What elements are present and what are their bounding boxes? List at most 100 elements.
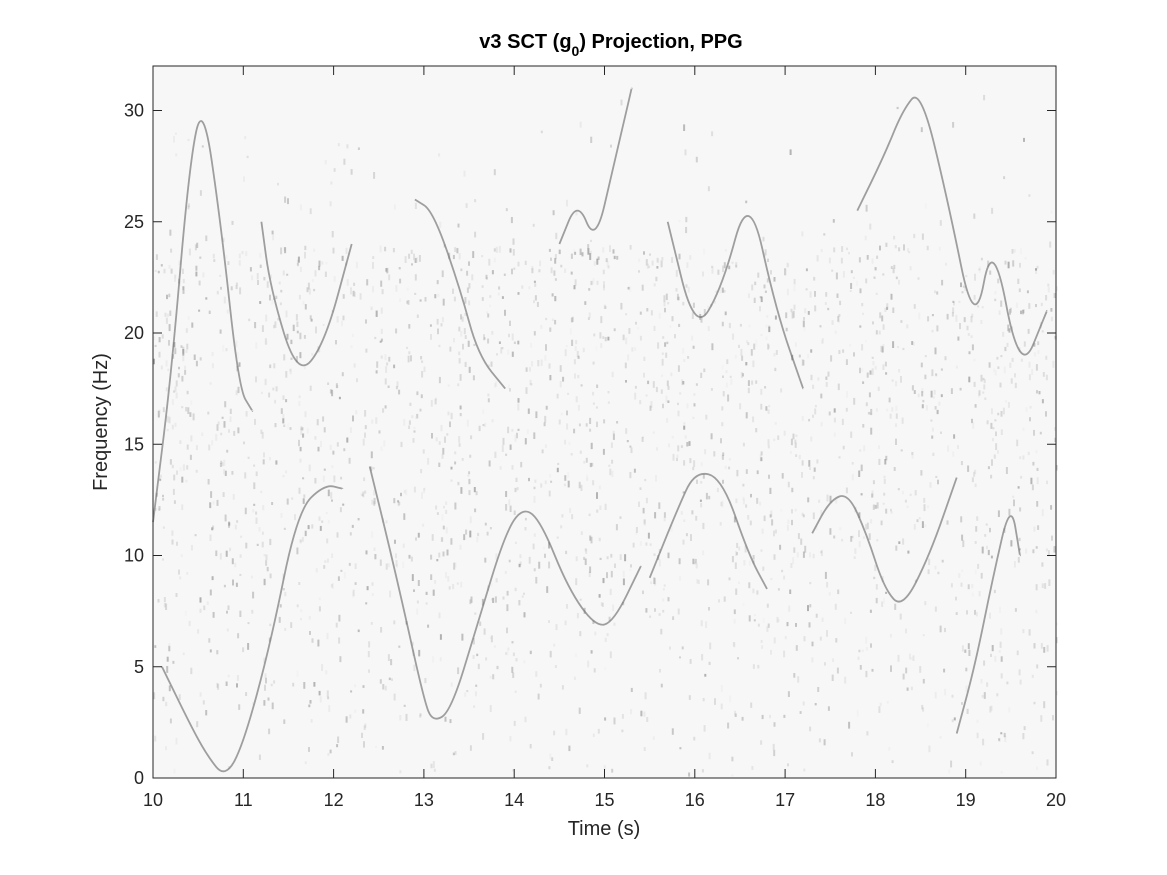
noise-speck	[807, 497, 810, 503]
noise-speck	[424, 297, 427, 302]
noise-speck	[350, 690, 353, 693]
ridge-line-6	[558, 87, 633, 245]
noise-speck	[662, 336, 665, 339]
noise-speck	[308, 704, 311, 708]
noise-speck	[1010, 378, 1013, 384]
noise-speck	[506, 650, 509, 656]
noise-speck	[1046, 759, 1049, 766]
noise-speck	[327, 382, 330, 385]
noise-speck	[958, 573, 961, 578]
noise-speck	[264, 338, 267, 345]
noise-speck	[423, 487, 426, 494]
noise-speck	[797, 676, 800, 683]
noise-speck	[707, 579, 710, 586]
noise-speck	[380, 280, 383, 287]
noise-speck	[163, 268, 166, 274]
noise-speck	[436, 559, 439, 562]
noise-speck	[994, 298, 997, 302]
noise-speck	[550, 257, 552, 261]
noise-speck	[425, 591, 428, 595]
noise-speck	[567, 472, 570, 478]
noise-speck	[217, 683, 220, 690]
noise-speck	[656, 257, 659, 263]
noise-speck	[535, 671, 538, 677]
noise-speck	[870, 408, 873, 416]
noise-speck	[881, 346, 884, 353]
noise-speck	[458, 358, 461, 364]
noise-speck	[862, 381, 865, 384]
noise-speck	[1033, 701, 1036, 705]
noise-speck	[198, 309, 201, 312]
noise-speck	[511, 641, 514, 644]
noise-speck	[202, 700, 205, 705]
noise-speck	[691, 335, 694, 341]
noise-speck	[160, 474, 162, 478]
noise-speck	[870, 519, 873, 524]
noise-speck	[900, 449, 903, 452]
noise-speck	[658, 613, 661, 616]
noise-speck	[730, 378, 733, 385]
noise-speck	[504, 309, 506, 316]
noise-speck	[734, 713, 737, 717]
noise-speck	[223, 584, 226, 588]
noise-speck	[489, 705, 492, 712]
noise-speck	[545, 405, 548, 410]
noise-speck	[936, 409, 939, 415]
noise-speck	[994, 291, 997, 295]
noise-speck	[1035, 268, 1037, 271]
noise-speck	[560, 412, 563, 416]
noise-speck	[594, 631, 597, 636]
noise-speck	[460, 268, 463, 272]
noise-speck	[460, 330, 463, 337]
noise-speck	[464, 361, 467, 367]
noise-speck	[387, 385, 390, 388]
x-tick-label: 15	[594, 790, 614, 810]
noise-speck	[894, 603, 897, 610]
noise-speck	[554, 296, 557, 302]
noise-speck	[212, 525, 215, 530]
noise-speck	[1000, 628, 1003, 635]
noise-speck	[767, 623, 770, 628]
noise-speck	[980, 374, 983, 382]
noise-speck	[961, 569, 964, 572]
noise-speck	[343, 448, 346, 452]
noise-speck	[692, 558, 695, 565]
noise-speck	[407, 300, 410, 305]
noise-speck	[866, 255, 869, 260]
noise-speck	[921, 391, 924, 397]
noise-speck	[488, 258, 491, 266]
noise-speck	[599, 557, 602, 560]
noise-speck	[871, 356, 874, 359]
noise-speck	[300, 609, 303, 612]
noise-speck	[393, 498, 396, 504]
noise-speck	[737, 657, 739, 660]
noise-speck	[742, 602, 745, 606]
noise-speck	[160, 264, 163, 267]
noise-speck	[231, 471, 234, 475]
noise-speck	[632, 542, 635, 548]
noise-speck	[257, 280, 259, 285]
noise-speck	[182, 464, 185, 471]
noise-speck	[921, 704, 924, 710]
noise-speck	[190, 667, 193, 675]
noise-speck	[517, 398, 520, 403]
noise-speck	[602, 336, 605, 339]
noise-speck	[441, 514, 444, 521]
noise-speck	[774, 315, 777, 320]
noise-speck	[766, 626, 769, 632]
noise-speck	[524, 517, 527, 521]
noise-speck	[1015, 302, 1018, 308]
noise-speck	[313, 682, 316, 687]
noise-speck	[876, 502, 879, 509]
noise-speck	[413, 253, 415, 261]
noise-speck	[1033, 343, 1036, 347]
noise-speck	[748, 324, 751, 328]
noise-speck	[931, 329, 934, 333]
noise-speck	[903, 244, 905, 251]
noise-speck	[361, 493, 364, 496]
noise-speck	[829, 495, 832, 503]
noise-speck	[473, 705, 476, 708]
noise-speck	[375, 310, 378, 317]
noise-speck	[892, 341, 895, 348]
noise-speck	[467, 340, 470, 347]
